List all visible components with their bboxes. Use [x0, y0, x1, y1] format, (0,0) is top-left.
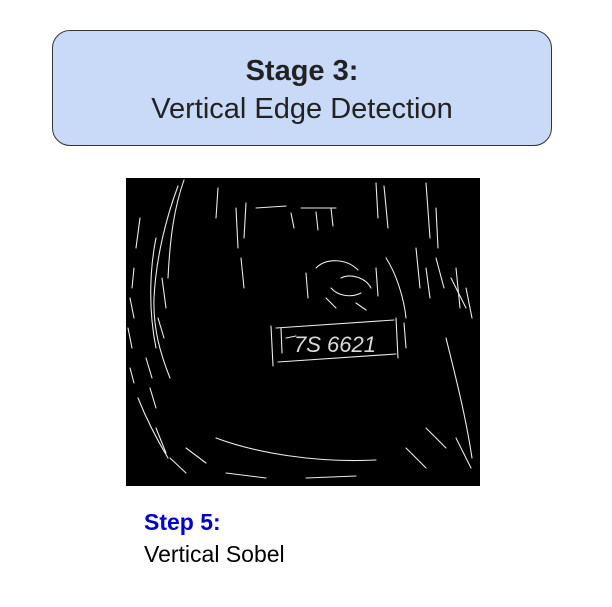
plate-text: 7S 6621 — [294, 332, 376, 357]
step-label: Step 5: — [144, 509, 221, 535]
vertical-edge-image: 7S 6621 — [126, 178, 480, 486]
stage-subtitle: Vertical Edge Detection — [151, 93, 453, 125]
stage-header-box: Stage 3: Vertical Edge Detection — [52, 30, 552, 146]
edge-map-graphic: 7S 6621 — [126, 178, 480, 486]
step-description: Vertical Sobel — [144, 541, 285, 567]
stage-title: Stage 3: — [245, 55, 359, 87]
